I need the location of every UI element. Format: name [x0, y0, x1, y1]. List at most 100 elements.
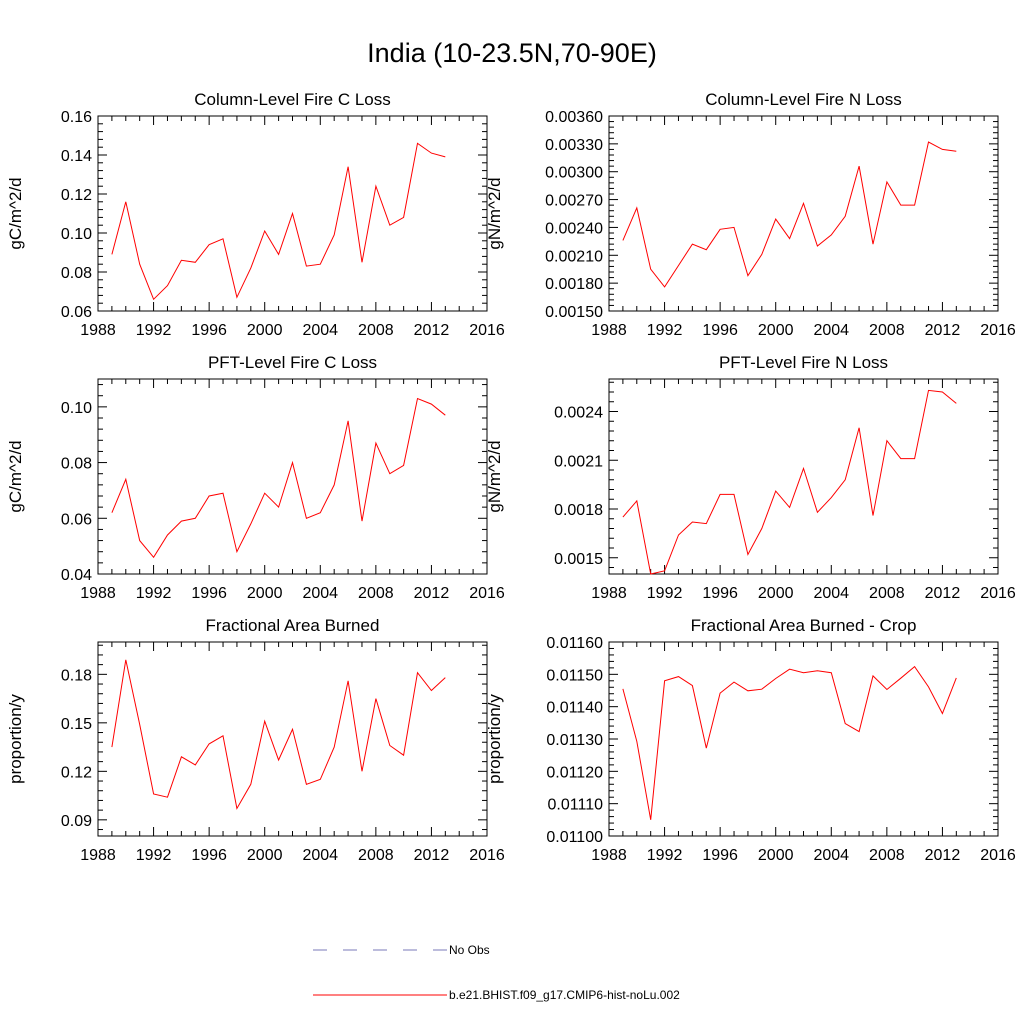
x-tick-label: 1996 — [191, 847, 227, 864]
x-tick-label: 2008 — [358, 585, 394, 602]
x-tick-label: 1992 — [647, 322, 683, 339]
y-axis-label: gC/m^2/d — [6, 440, 25, 512]
x-tick-label: 2012 — [925, 322, 961, 339]
plot-frame — [97, 641, 488, 837]
series-line — [622, 665, 957, 820]
x-tick-label: 1992 — [136, 585, 172, 602]
panel-title: Fractional Area Burned — [206, 616, 380, 635]
series-line — [622, 141, 957, 288]
x-tick-label: 1992 — [136, 847, 172, 864]
y-tick-label: 0.00210 — [545, 248, 603, 265]
y-tick-label: 0.00270 — [545, 193, 603, 210]
y-tick-label: 0.04 — [61, 567, 92, 584]
x-tick-label: 2004 — [302, 847, 338, 864]
x-tick-label: 2008 — [358, 847, 394, 864]
x-tick-label: 2004 — [302, 585, 338, 602]
panel-5: 1988 1992 1996 2000 2004 2008 2012 2016 0.09 0.12… — [6, 616, 505, 864]
x-tick-label: 2000 — [758, 585, 794, 602]
x-tick-label: 1992 — [647, 847, 683, 864]
y-tick-label: 0.00180 — [545, 276, 603, 293]
y-tick-label: 0.01140 — [546, 700, 603, 717]
chart-panels: 1988 1992 1996 2000 2004 2008 2012 2016 0.06 0.08… — [6, 90, 1016, 864]
x-tick-label: 2000 — [247, 847, 283, 864]
y-tick-label: 0.12 — [61, 764, 92, 781]
x-tick-label: 2008 — [358, 322, 394, 339]
figure-title: India (10-23.5N,70-90E) — [367, 38, 657, 68]
x-tick-label: 2016 — [469, 322, 505, 339]
plot-frame — [608, 378, 999, 575]
plot-frame — [608, 641, 999, 837]
panel-title: Column-Level Fire N Loss — [705, 90, 902, 109]
y-tick-label: 0.10 — [61, 400, 92, 417]
y-tick-label: 0.01150 — [546, 667, 603, 684]
x-tick-label: 1988 — [591, 322, 627, 339]
x-tick-label: 1996 — [702, 322, 738, 339]
x-tick-label: 1992 — [136, 322, 172, 339]
x-tick-label: 1988 — [80, 847, 116, 864]
x-tick-label: 2008 — [869, 322, 905, 339]
y-tick-label: 0.00150 — [545, 304, 603, 321]
series-line — [111, 397, 446, 559]
x-tick-label: 1996 — [702, 585, 738, 602]
x-tick-label: 1996 — [702, 847, 738, 864]
y-tick-label: 0.00330 — [545, 137, 603, 154]
y-tick-label: 0.06 — [61, 304, 92, 321]
y-tick-label: 0.09 — [61, 813, 92, 830]
y-tick-label: 0.01160 — [546, 635, 603, 652]
x-tick-label: 2016 — [469, 847, 505, 864]
x-tick-label: 2000 — [247, 585, 283, 602]
x-tick-label: 2004 — [302, 322, 338, 339]
x-tick-label: 2000 — [758, 322, 794, 339]
x-tick-label: 1988 — [591, 585, 627, 602]
x-tick-label: 2004 — [813, 322, 849, 339]
x-tick-label: 2008 — [869, 585, 905, 602]
y-tick-label: 0.00360 — [545, 109, 603, 126]
panel-6: 1988 1992 1996 2000 2004 2008 2012 2016 0.01100 0… — [485, 616, 1016, 864]
series-line — [111, 142, 446, 301]
x-tick-label: 1988 — [80, 322, 116, 339]
y-tick-label: 0.01130 — [546, 732, 603, 749]
y-axis-label: gC/m^2/d — [6, 177, 25, 249]
x-tick-label: 2008 — [869, 847, 905, 864]
x-tick-label: 2000 — [247, 322, 283, 339]
y-tick-label: 0.0024 — [554, 405, 603, 422]
y-tick-label: 0.08 — [61, 456, 92, 473]
x-tick-label: 2012 — [414, 847, 450, 864]
x-tick-label: 2016 — [980, 847, 1016, 864]
y-tick-label: 0.0021 — [554, 453, 603, 470]
x-tick-label: 1992 — [647, 585, 683, 602]
y-tick-label: 0.06 — [61, 511, 92, 528]
legend-model-label: b.e21.BHIST.f09_g17.CMIP6-hist-noLu.002 — [449, 988, 680, 1002]
y-tick-label: 0.01110 — [548, 797, 604, 814]
x-tick-label: 2012 — [925, 585, 961, 602]
x-tick-label: 1996 — [191, 322, 227, 339]
y-tick-label: 0.0018 — [554, 502, 603, 519]
panel-4: 1988 1992 1996 2000 2004 2008 2012 2016 0.0015 0.… — [485, 353, 1016, 602]
x-tick-label: 2016 — [980, 322, 1016, 339]
y-tick-label: 0.18 — [61, 667, 92, 684]
x-tick-label: 2016 — [469, 585, 505, 602]
chart-legend: No Obs b.e21.BHIST.f09_g17.CMIP6-hist-no… — [313, 943, 680, 1002]
panel-title: Fractional Area Burned - Crop — [691, 616, 917, 635]
y-tick-label: 0.14 — [61, 148, 92, 165]
y-tick-label: 0.08 — [61, 265, 92, 282]
x-tick-label: 1988 — [80, 585, 116, 602]
y-tick-label: 0.00300 — [545, 165, 603, 182]
y-tick-label: 0.01100 — [546, 829, 603, 846]
panel-title: PFT-Level Fire N Loss — [719, 353, 888, 372]
y-axis-label: gN/m^2/d — [485, 440, 504, 512]
panel-title: Column-Level Fire C Loss — [194, 90, 391, 109]
panel-1: 1988 1992 1996 2000 2004 2008 2012 2016 0.06 0.08… — [6, 90, 505, 339]
y-axis-label: gN/m^2/d — [485, 177, 504, 249]
panel-2: 1988 1992 1996 2000 2004 2008 2012 2016 0.00150 0… — [485, 90, 1016, 339]
x-tick-label: 1988 — [591, 847, 627, 864]
x-tick-label: 2000 — [758, 847, 794, 864]
y-tick-label: 0.0015 — [554, 551, 603, 568]
x-tick-label: 2016 — [980, 585, 1016, 602]
y-tick-label: 0.15 — [61, 716, 92, 733]
x-tick-label: 2012 — [414, 585, 450, 602]
y-tick-label: 0.01120 — [546, 764, 603, 781]
y-tick-label: 0.00240 — [545, 220, 603, 237]
x-tick-label: 2004 — [813, 847, 849, 864]
